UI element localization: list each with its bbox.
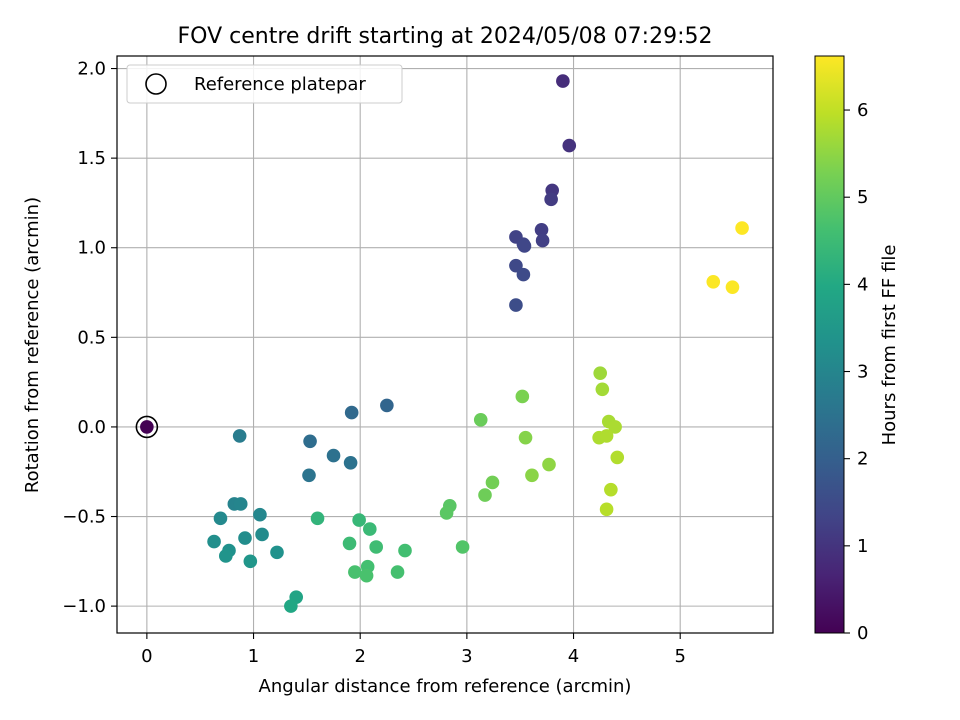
legend-entry-reference: Reference platepar xyxy=(194,74,366,95)
scatter-point xyxy=(515,389,530,404)
scatter-point xyxy=(516,267,531,282)
scatter-point xyxy=(544,192,558,207)
scatter-point xyxy=(326,448,341,463)
scatter-point xyxy=(473,412,488,427)
y-tick-label: 2.0 xyxy=(77,59,106,80)
colorbar-ticks: 0 1 2 3 4 5 6 xyxy=(844,100,868,644)
scatter-point xyxy=(595,382,610,397)
scatter-point xyxy=(610,450,625,465)
colorbar: 0 1 2 3 4 5 6 Hours from first FF file xyxy=(814,55,900,644)
scatter-point xyxy=(735,221,749,235)
scatter-point xyxy=(556,74,570,88)
x-axis-ticks: 0 1 2 3 4 5 xyxy=(141,633,686,667)
scatter-point xyxy=(599,502,614,517)
scatter-point xyxy=(517,239,532,253)
scatter-point xyxy=(255,527,269,542)
y-tick-label: 1.0 xyxy=(77,238,106,259)
scatter-point xyxy=(599,429,614,443)
scatter-point xyxy=(213,511,228,526)
scatter-point xyxy=(390,565,405,579)
legend: Reference platepar xyxy=(126,64,403,104)
scatter-point xyxy=(344,405,359,420)
x-tick-label: 2 xyxy=(354,646,365,667)
scatter-point xyxy=(238,531,252,545)
scatter-point xyxy=(369,540,384,554)
scatter-point xyxy=(604,482,618,497)
scatter-point xyxy=(232,429,247,443)
scatter-point xyxy=(380,398,394,413)
x-tick-label: 0 xyxy=(141,646,152,667)
scatter-point xyxy=(608,420,622,434)
colorbar-tick-label: 2 xyxy=(857,449,868,470)
colorbar-gradient xyxy=(814,55,845,634)
scatter-point xyxy=(509,298,523,312)
grid-lines xyxy=(117,56,773,633)
scatter-point xyxy=(270,545,284,560)
legend-box xyxy=(126,64,403,104)
y-axis-ticks: −1.0 −0.5 0.0 0.5 1.0 1.5 2.0 xyxy=(62,59,117,617)
scatter-point xyxy=(534,223,549,237)
scatter-point xyxy=(207,534,221,549)
scatter-point xyxy=(706,274,721,289)
scatter-point xyxy=(542,457,556,472)
scatter-point xyxy=(562,138,577,153)
x-axis-label: Angular distance from reference (arcmin) xyxy=(259,676,632,697)
scatter-point xyxy=(535,233,550,248)
y-axis-label: Rotation from reference (arcmin) xyxy=(22,197,43,493)
scatter-point xyxy=(253,507,267,522)
data-points xyxy=(135,74,749,613)
colorbar-tick-label: 4 xyxy=(857,274,868,295)
scatter-point xyxy=(509,258,523,273)
scatter-point xyxy=(725,280,740,294)
plot-frame xyxy=(116,55,774,634)
scatter-point xyxy=(363,522,377,536)
legend-marker-reference xyxy=(145,73,167,95)
colorbar-label: Hours from first FF file xyxy=(879,245,900,446)
y-tick-label: −1.0 xyxy=(62,596,106,617)
colorbar-tick-label: 3 xyxy=(857,362,868,383)
scatter-point xyxy=(302,468,316,483)
x-tick-label: 4 xyxy=(568,646,579,667)
scatter-point xyxy=(455,540,470,554)
y-tick-label: −0.5 xyxy=(62,507,106,528)
x-tick-label: 5 xyxy=(674,646,685,667)
x-tick-label: 3 xyxy=(461,646,472,667)
scatter-point xyxy=(343,455,358,470)
scatter-point xyxy=(342,536,357,551)
x-tick-label: 1 xyxy=(248,646,259,667)
colorbar-tick-label: 1 xyxy=(857,536,868,557)
colorbar-tick-label: 6 xyxy=(857,100,868,121)
scatter-point xyxy=(352,513,366,527)
scatter-point xyxy=(140,420,154,434)
scatter-point xyxy=(348,565,362,579)
scatter-point xyxy=(439,506,454,520)
scatter-point xyxy=(219,549,233,563)
scatter-point xyxy=(359,568,374,583)
y-tick-label: 1.5 xyxy=(77,148,106,169)
y-tick-label: 0.5 xyxy=(77,327,106,348)
y-tick-label: 0.0 xyxy=(77,417,106,438)
scatter-point xyxy=(525,468,539,483)
colorbar-tick-label: 5 xyxy=(857,187,868,208)
chart-title: FOV centre drift starting at 2024/05/08 … xyxy=(178,24,713,49)
scatter-point xyxy=(485,475,500,490)
scatter-point xyxy=(518,430,533,445)
scatter-point xyxy=(284,599,298,613)
reference-platepar-marker xyxy=(135,415,159,439)
scatter-point xyxy=(593,366,607,380)
scatter-point xyxy=(243,554,258,569)
scatter-point xyxy=(310,511,325,526)
scatter-point xyxy=(398,543,412,558)
scatter-point xyxy=(478,488,492,502)
scatter-point xyxy=(303,434,317,449)
colorbar-tick-label: 0 xyxy=(857,623,868,644)
scatter-point xyxy=(233,497,248,511)
